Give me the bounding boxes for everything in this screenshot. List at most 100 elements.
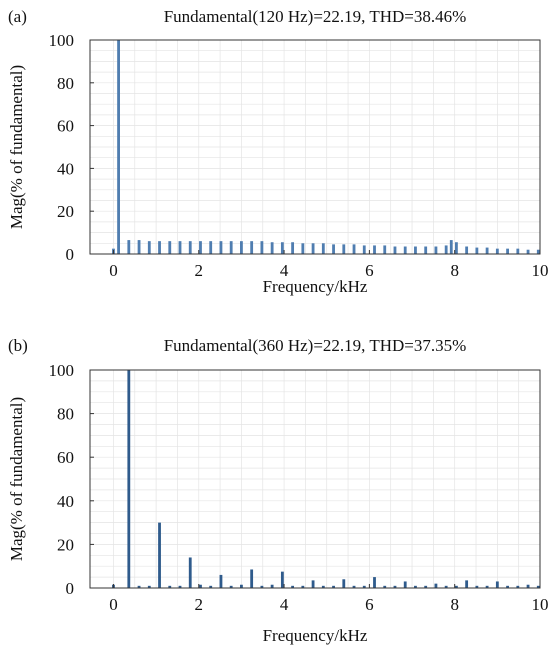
bar xyxy=(342,579,346,588)
bar xyxy=(209,241,213,254)
bar xyxy=(168,241,172,254)
x-axis-ticks: 0 2 4 6 8 10 xyxy=(109,250,549,280)
bar xyxy=(158,522,161,588)
bar xyxy=(449,240,453,254)
bar xyxy=(393,585,397,588)
x-tick-label: 2 xyxy=(195,261,204,280)
x-tick-label: 10 xyxy=(532,261,549,280)
bar xyxy=(280,242,284,254)
x-axis-ticks: 0 2 4 6 8 10 xyxy=(109,584,549,614)
bar-series xyxy=(112,40,540,254)
y-axis-ticks: 0 20 40 60 80 100 xyxy=(49,31,94,264)
bar xyxy=(158,241,161,254)
bar xyxy=(444,245,448,254)
bar xyxy=(260,241,264,254)
bar xyxy=(536,585,540,588)
bar xyxy=(219,241,223,254)
y-tick-label: 80 xyxy=(57,405,74,424)
bar xyxy=(199,584,202,588)
bar xyxy=(188,557,192,588)
y-tick-label: 100 xyxy=(49,31,75,50)
bar xyxy=(495,248,499,254)
bar xyxy=(414,246,417,254)
bar xyxy=(178,585,182,588)
bar xyxy=(475,247,479,254)
bar xyxy=(352,244,356,254)
bar xyxy=(321,585,325,588)
y-tick-label: 100 xyxy=(49,361,75,380)
bar xyxy=(147,585,151,588)
bar xyxy=(209,585,213,588)
bar xyxy=(424,246,428,254)
y-axis-ticks: 0 20 40 60 80 100 xyxy=(49,361,94,598)
bar xyxy=(127,240,131,254)
bar xyxy=(454,585,458,588)
bar xyxy=(526,249,530,254)
y-tick-label: 40 xyxy=(57,492,74,511)
bar xyxy=(280,571,284,588)
bar xyxy=(495,581,499,588)
bar xyxy=(168,585,172,588)
bar xyxy=(291,242,295,254)
bar xyxy=(127,370,131,588)
bar xyxy=(506,248,509,254)
bar xyxy=(147,241,151,254)
bar xyxy=(536,249,540,254)
bar xyxy=(229,241,233,254)
panel-label: (b) xyxy=(8,336,28,355)
bar xyxy=(311,243,315,254)
bar xyxy=(240,584,243,588)
bar xyxy=(352,585,356,588)
bar xyxy=(403,246,407,254)
bar xyxy=(250,569,254,588)
bar xyxy=(383,245,387,254)
x-tick-label: 10 xyxy=(532,595,549,614)
chart-panel-b: (b) Fundamental(360 Hz)=22.19, THD=37.35… xyxy=(7,336,549,645)
grid xyxy=(90,40,541,254)
y-tick-label: 0 xyxy=(66,579,75,598)
bar xyxy=(332,585,335,588)
bar xyxy=(434,583,438,588)
bar xyxy=(137,240,141,254)
bar xyxy=(403,581,407,588)
bar xyxy=(414,585,417,588)
plot-frame xyxy=(89,369,541,589)
bar xyxy=(188,241,192,254)
bar xyxy=(362,585,366,588)
bar xyxy=(332,244,335,254)
bar xyxy=(178,241,182,254)
panel-label: (a) xyxy=(8,7,27,26)
bar xyxy=(465,580,469,588)
y-tick-label: 20 xyxy=(57,535,74,554)
bar xyxy=(526,584,530,588)
bar xyxy=(434,246,438,254)
y-axis-label: Mag(% of fundamental) xyxy=(7,397,26,561)
bar xyxy=(270,242,274,254)
y-tick-label: 20 xyxy=(57,202,74,221)
bar xyxy=(291,585,295,588)
x-tick-label: 4 xyxy=(280,595,289,614)
bar xyxy=(485,247,489,254)
x-tick-label: 0 xyxy=(109,261,118,280)
chart-panel-a: (a) Fundamental(120 Hz)=22.19, THD=38.46… xyxy=(7,7,549,296)
bar xyxy=(516,248,520,254)
x-tick-label: 4 xyxy=(280,261,289,280)
bar xyxy=(475,585,479,588)
bar xyxy=(270,584,274,588)
bar xyxy=(516,585,520,588)
y-tick-label: 80 xyxy=(57,74,74,93)
y-tick-label: 60 xyxy=(57,448,74,467)
x-axis-label: Frequency/kHz xyxy=(263,626,368,645)
bar-series xyxy=(112,370,540,588)
bar xyxy=(424,585,428,588)
bar xyxy=(311,580,315,588)
bar xyxy=(229,585,233,588)
bar xyxy=(301,585,305,588)
x-tick-label: 2 xyxy=(195,595,204,614)
y-tick-label: 40 xyxy=(57,159,74,178)
bar xyxy=(240,241,243,254)
bar xyxy=(373,245,376,254)
x-tick-label: 6 xyxy=(365,261,374,280)
x-tick-label: 8 xyxy=(450,595,459,614)
